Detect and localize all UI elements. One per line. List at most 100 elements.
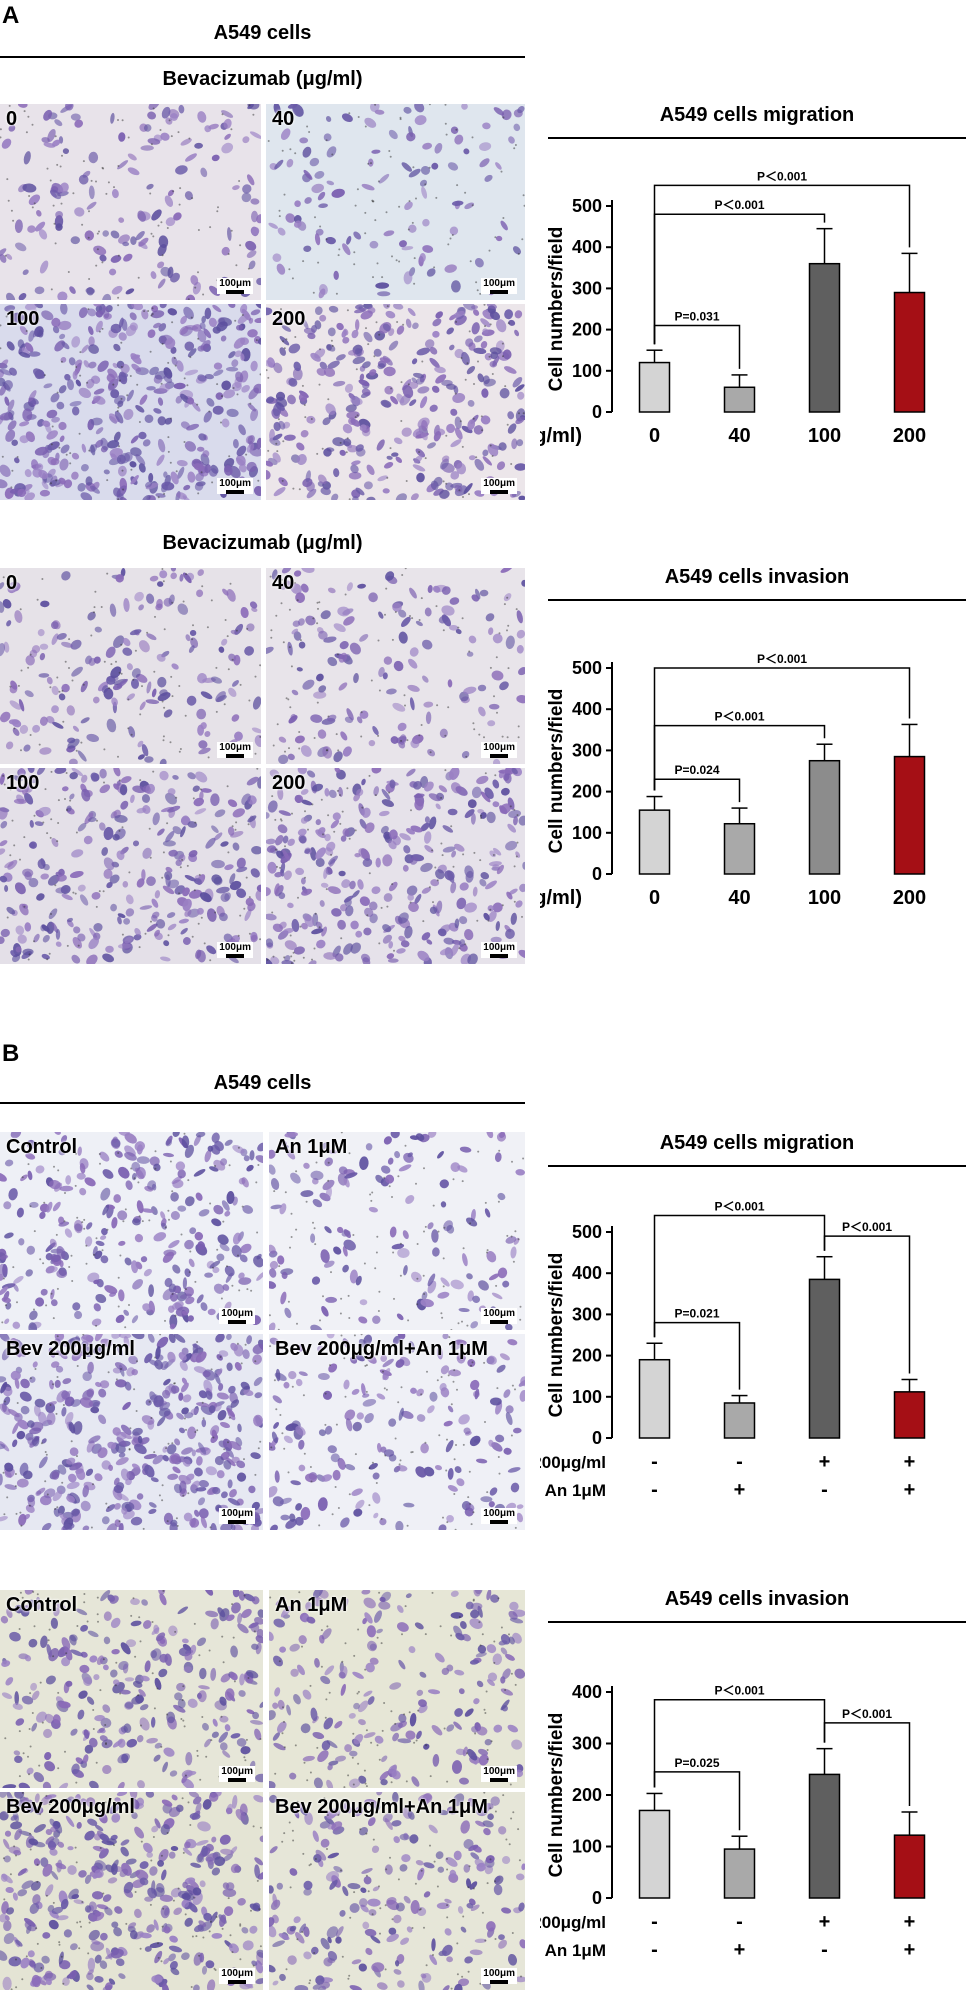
micrograph-b-migration-bev: Bev 200μg/ml 100μm [0, 1334, 263, 1530]
y-tick-label: 0 [592, 1888, 602, 1908]
micrograph-a-migration-0: 0 100μm [0, 104, 261, 300]
y-tick-label: 200 [572, 1346, 602, 1366]
bar [723, 822, 756, 875]
scale-bar: 100μm [217, 942, 253, 958]
micrograph-b-invasion-bev: Bev 200μg/ml 100μm [0, 1792, 263, 1990]
x-tick-label: - [821, 1939, 828, 1961]
cell-texture [266, 768, 525, 964]
y-tick-label: 200 [572, 1785, 602, 1805]
micrograph-label: 100 [6, 772, 40, 794]
x-tick-label: + [734, 1479, 746, 1501]
bar-chart-b-invasion: Cell numbers/field 0 100 200 300 400 P=0.025 P＜… [540, 1682, 926, 1961]
significance-bracket [653, 1698, 826, 1788]
chart-title: A549 cells migration [659, 1132, 855, 1154]
chart-block-b-invasion: A549 cells invasion [548, 1588, 966, 1623]
chart-title-rule [548, 1165, 966, 1167]
micrograph-label: 100 [6, 308, 40, 330]
micrograph-label: 40 [272, 572, 295, 594]
bar [638, 1358, 671, 1439]
bar-chart-b-migration: Cell numbers/field 0 100 200 300 400 500 P=0.02… [540, 1200, 926, 1501]
scale-bar: 100μm [481, 942, 517, 958]
micrograph-label: An 1μM [275, 1136, 348, 1158]
scale-bar: 100μm [219, 1508, 255, 1524]
micrograph-a-invasion-100: 100 100μm [0, 768, 261, 964]
panel-letter-a: A [2, 2, 20, 29]
y-axis-label: Cell numbers/field [546, 689, 567, 854]
chart-title: A549 cells migration [659, 104, 855, 126]
micrograph-b-migration-control: Control 100μm [0, 1132, 263, 1330]
panel-letter-b: B [2, 1040, 20, 1067]
x-tick-label: 40 [728, 887, 750, 909]
p-value-label: P＜0.001 [714, 198, 764, 212]
p-value-label: P＜0.001 [842, 1707, 892, 1721]
chart-title-rule [548, 137, 966, 139]
cell-texture [269, 1334, 525, 1530]
micrograph-a-invasion-40: 40 100μm [266, 568, 525, 764]
bar [723, 1402, 756, 1439]
micrograph-label: 200 [272, 772, 306, 794]
p-value-label: P=0.031 [674, 309, 719, 323]
micrograph-b-invasion-bev-an: Bev 200μg/ml+An 1μM 100μm [269, 1792, 525, 1990]
scale-bar: 100μm [481, 1968, 517, 1984]
cell-texture [0, 1132, 263, 1330]
x-tick-label: + [904, 1939, 916, 1961]
scale-bar: 100μm [481, 1508, 517, 1524]
bar [723, 1848, 756, 1899]
y-axis-label: Cell numbers/field [546, 1713, 567, 1878]
chart-title: A549 cells invasion [664, 566, 850, 588]
bar-chart-a-invasion: Cell numbers/field0100200300400500P=0.02… [540, 652, 926, 909]
y-tick-label: 0 [592, 1428, 602, 1448]
cell-texture [0, 1590, 263, 1788]
x-tick-label: 0 [649, 425, 660, 447]
micrograph-label: 0 [6, 572, 18, 594]
y-tick-label: 0 [592, 402, 602, 422]
significance-bracket [653, 213, 826, 345]
x-tick-label: - [651, 1451, 658, 1473]
cells-header-b: A549 cells [213, 1072, 312, 1094]
p-value-label: P＜0.001 [714, 1200, 764, 1214]
scale-bar: 100μm [217, 478, 253, 494]
p-value-label: P=0.021 [674, 1307, 719, 1321]
chart-title-rule [548, 1621, 966, 1623]
p-value-label: P＜0.001 [714, 710, 764, 724]
micrograph-b-invasion-an: An 1μM 100μm [269, 1590, 525, 1788]
cell-texture [0, 1792, 263, 1990]
scale-bar: 100μm [217, 742, 253, 758]
micrograph-label: Bev 200μg/ml+An 1μM [275, 1338, 488, 1360]
cell-texture [0, 568, 261, 764]
x-tick-label: 0 [649, 887, 660, 909]
cell-texture [266, 568, 525, 764]
micrograph-a-invasion-0: 0 100μm [0, 568, 261, 764]
scale-bar: 100μm [481, 478, 517, 494]
bar [723, 386, 756, 413]
micrograph-a-invasion-200: 200 100μm [266, 768, 525, 964]
micrograph-label: Bev 200μg/ml+An 1μM [275, 1796, 488, 1818]
micrograph-b-migration-an: An 1μM 100μm [269, 1132, 525, 1330]
p-value-label: P＜0.001 [757, 169, 807, 183]
significance-bracket [653, 184, 911, 345]
category-row-label: Bev (μg/ml) [540, 425, 582, 447]
x-tick-label: 100 [808, 887, 841, 909]
y-tick-label: 300 [572, 1304, 602, 1324]
bar [808, 759, 841, 875]
chart-title: A549 cells invasion [664, 1588, 850, 1610]
y-tick-label: 300 [572, 740, 602, 760]
micrograph-label: Control [6, 1136, 78, 1158]
category-row-label: Bev 200μg/ml [540, 1913, 606, 1932]
micrograph-b-invasion-control: Control 100μm [0, 1590, 263, 1788]
micrograph-a-migration-200: 200 100μm [266, 304, 525, 500]
cell-texture [266, 304, 525, 500]
p-value-label: P=0.025 [674, 1756, 719, 1770]
scale-bar: 100μm [219, 1308, 255, 1324]
header-rule-a [0, 56, 525, 58]
x-tick-label: 200 [893, 425, 926, 447]
bar [808, 1773, 841, 1899]
micrograph-label: 40 [272, 108, 295, 130]
x-tick-label: + [819, 1911, 831, 1933]
cell-texture [0, 768, 261, 964]
category-row-label: An 1μM [545, 1941, 606, 1960]
x-tick-label: + [904, 1451, 916, 1473]
micrograph-b-migration-bev-an: Bev 200μg/ml+An 1μM 100μm [269, 1334, 525, 1530]
x-tick-label: - [651, 1479, 658, 1501]
y-tick-label: 400 [572, 1263, 602, 1283]
